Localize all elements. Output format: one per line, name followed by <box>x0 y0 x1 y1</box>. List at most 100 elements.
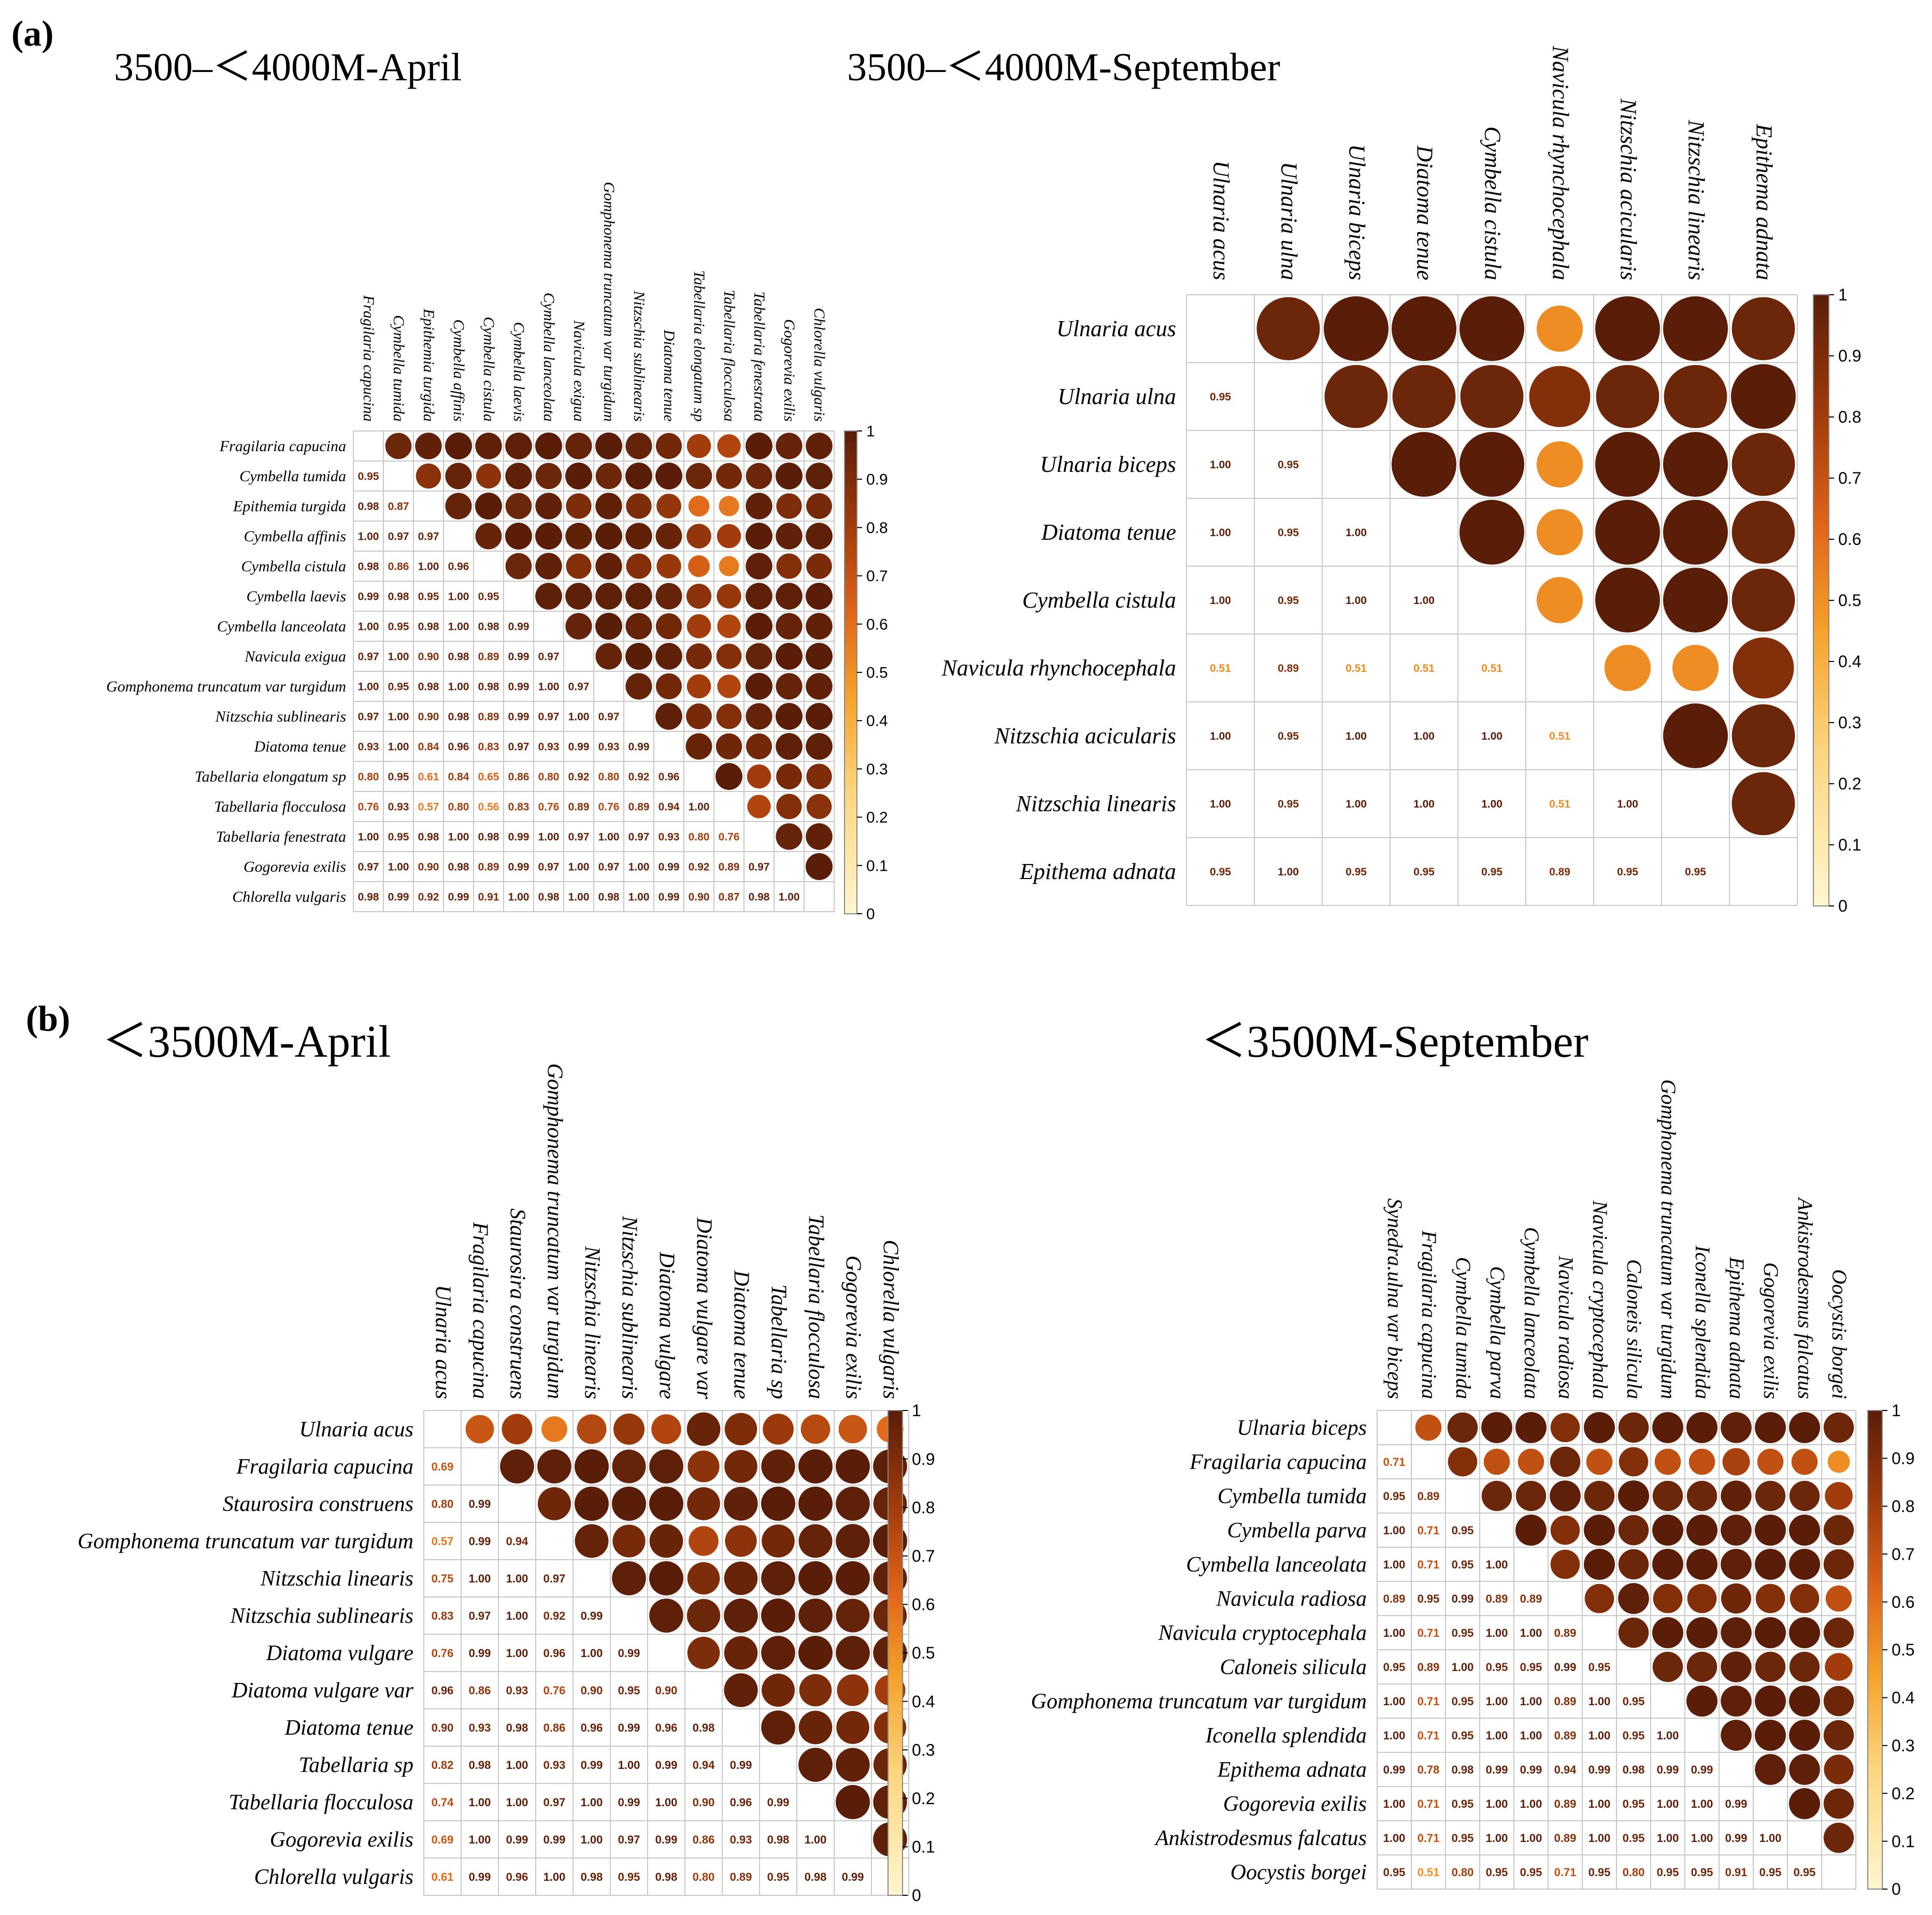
row-label: Fragilaria capucina <box>1189 1450 1367 1474</box>
correlation-circle <box>1663 568 1728 632</box>
correlation-circle <box>716 643 742 669</box>
correlation-value: 0.95 <box>1588 1661 1611 1674</box>
correlation-value: 0.95 <box>418 591 439 603</box>
correlation-circle <box>565 583 592 610</box>
correlation-value: 1.00 <box>1657 1797 1679 1810</box>
correlation-circle <box>838 1415 867 1444</box>
correlation-value: 0.96 <box>506 1870 528 1883</box>
correlation-value: 0.97 <box>358 651 379 663</box>
correlation-value: 0.96 <box>448 561 469 573</box>
correlation-value: 0.95 <box>1278 730 1299 742</box>
correlation-circle <box>689 1526 719 1556</box>
correlation-value: 0.95 <box>1759 1866 1782 1879</box>
correlation-circle <box>612 1561 646 1595</box>
correlation-circle <box>655 583 682 610</box>
correlation-circle <box>1733 637 1794 699</box>
correlation-value: 0.95 <box>1623 1832 1645 1845</box>
heatmap-panel-b-september: ＜3500M-September Ulnaria biceps Fragilaria… <box>1031 1017 1915 1898</box>
correlation-circle <box>798 1599 833 1633</box>
correlation-value: 0.99 <box>506 1833 528 1846</box>
correlation-value: 0.89 <box>478 711 499 723</box>
correlation-value: 1.00 <box>1383 1729 1406 1742</box>
column-label: Cymbella lanceolata <box>540 293 557 422</box>
correlation-circle <box>1823 1617 1854 1648</box>
correlation-value: 1.00 <box>358 621 379 633</box>
correlation-value: 0.99 <box>1725 1832 1748 1845</box>
correlation-value: 0.93 <box>730 1833 752 1846</box>
correlation-value: 1.00 <box>1588 1729 1611 1742</box>
correlation-value: 0.97 <box>749 861 770 873</box>
correlation-value: 1.00 <box>1486 1832 1508 1845</box>
correlation-circle <box>1324 296 1389 361</box>
correlation-circle <box>686 434 711 458</box>
correlation-circle <box>724 1673 758 1707</box>
correlation-value: 1.00 <box>1346 798 1367 810</box>
correlation-circle <box>1755 1549 1786 1580</box>
correlation-value: 1.00 <box>418 561 439 573</box>
heatmap-panel-a-september: 3500–＜4000M-September Ulnaria acus Ulnaria… <box>847 45 1861 915</box>
correlation-circle <box>687 1562 720 1595</box>
correlation-circle <box>776 433 803 459</box>
correlation-value: 0.98 <box>1452 1763 1474 1776</box>
correlation-circle <box>1663 296 1728 361</box>
correlation-circle <box>625 643 652 670</box>
correlation-value: 0.99 <box>469 1498 491 1510</box>
correlation-value: 0.95 <box>1452 1797 1474 1810</box>
colorbar-tick-label: 0.8 <box>1838 408 1861 426</box>
correlation-circle <box>655 643 682 670</box>
correlation-circle <box>1618 1412 1649 1443</box>
correlation-value: 0.87 <box>388 501 409 513</box>
correlation-circle <box>836 1636 870 1670</box>
correlation-circle <box>761 1487 795 1521</box>
correlation-circle <box>761 1561 795 1595</box>
correlation-circle <box>1789 1480 1820 1511</box>
correlation-circle <box>798 1748 833 1782</box>
correlation-value: 0.99 <box>581 1759 603 1772</box>
correlation-value: 0.98 <box>1623 1763 1645 1776</box>
correlation-value: 1.00 <box>448 591 469 603</box>
row-label: Gomphonema truncatum var turgidum <box>78 1530 413 1553</box>
correlation-circle <box>655 673 682 700</box>
correlation-circle <box>1731 704 1795 768</box>
correlation-circle <box>746 523 772 550</box>
correlation-value: 0.98 <box>469 1759 491 1772</box>
column-label: Diatoma tenue <box>661 329 678 422</box>
correlation-value: 0.98 <box>418 621 439 633</box>
correlation-value: 0.91 <box>1725 1866 1748 1879</box>
correlation-value: 1.00 <box>1520 1626 1542 1639</box>
correlation-value: 0.95 <box>1210 866 1231 878</box>
correlation-circle <box>776 463 803 489</box>
column-label: Cymbella tumida <box>1452 1257 1475 1399</box>
colorbar-tick-label: 0 <box>912 1886 921 1905</box>
correlation-value: 0.89 <box>628 801 650 813</box>
correlation-circle <box>746 493 772 520</box>
column-label: Oocystis borgei <box>1828 1269 1851 1399</box>
row-label: Nitzschia sublinearis <box>230 1604 413 1628</box>
heatmap-panel-a-april: 3500–＜4000M-April Fragilaria capucina Cymb… <box>106 46 888 923</box>
row-label: Epithema adnata <box>1019 859 1176 884</box>
correlation-value: 0.80 <box>358 771 379 783</box>
correlation-value: 0.76 <box>432 1647 454 1660</box>
correlation-circle <box>836 1487 870 1521</box>
correlation-circle <box>806 463 833 489</box>
correlation-circle <box>612 1524 646 1558</box>
correlation-value: 0.83 <box>432 1609 454 1622</box>
correlation-value: 0.97 <box>543 1796 566 1809</box>
correlation-circle <box>1789 1549 1820 1580</box>
correlation-value: 1.00 <box>568 711 590 723</box>
correlation-circle <box>1755 1583 1785 1614</box>
correlation-value: 1.00 <box>1657 1729 1679 1742</box>
colorbar-tick-label: 0.8 <box>912 1498 935 1517</box>
correlation-value: 1.00 <box>506 1609 528 1622</box>
correlation-circle <box>1415 1414 1442 1441</box>
correlation-circle <box>800 1414 831 1444</box>
correlation-circle <box>626 493 652 519</box>
correlation-value: 1.00 <box>388 711 409 723</box>
correlation-value: 0.97 <box>568 681 590 693</box>
correlation-circle <box>655 703 682 730</box>
colorbar-tick-label: 0.6 <box>1892 1593 1914 1611</box>
correlation-circle <box>1789 1788 1820 1819</box>
correlation-circle <box>505 493 532 520</box>
colorbar-tick-label: 0.5 <box>1838 591 1861 610</box>
correlation-circle <box>505 523 532 550</box>
